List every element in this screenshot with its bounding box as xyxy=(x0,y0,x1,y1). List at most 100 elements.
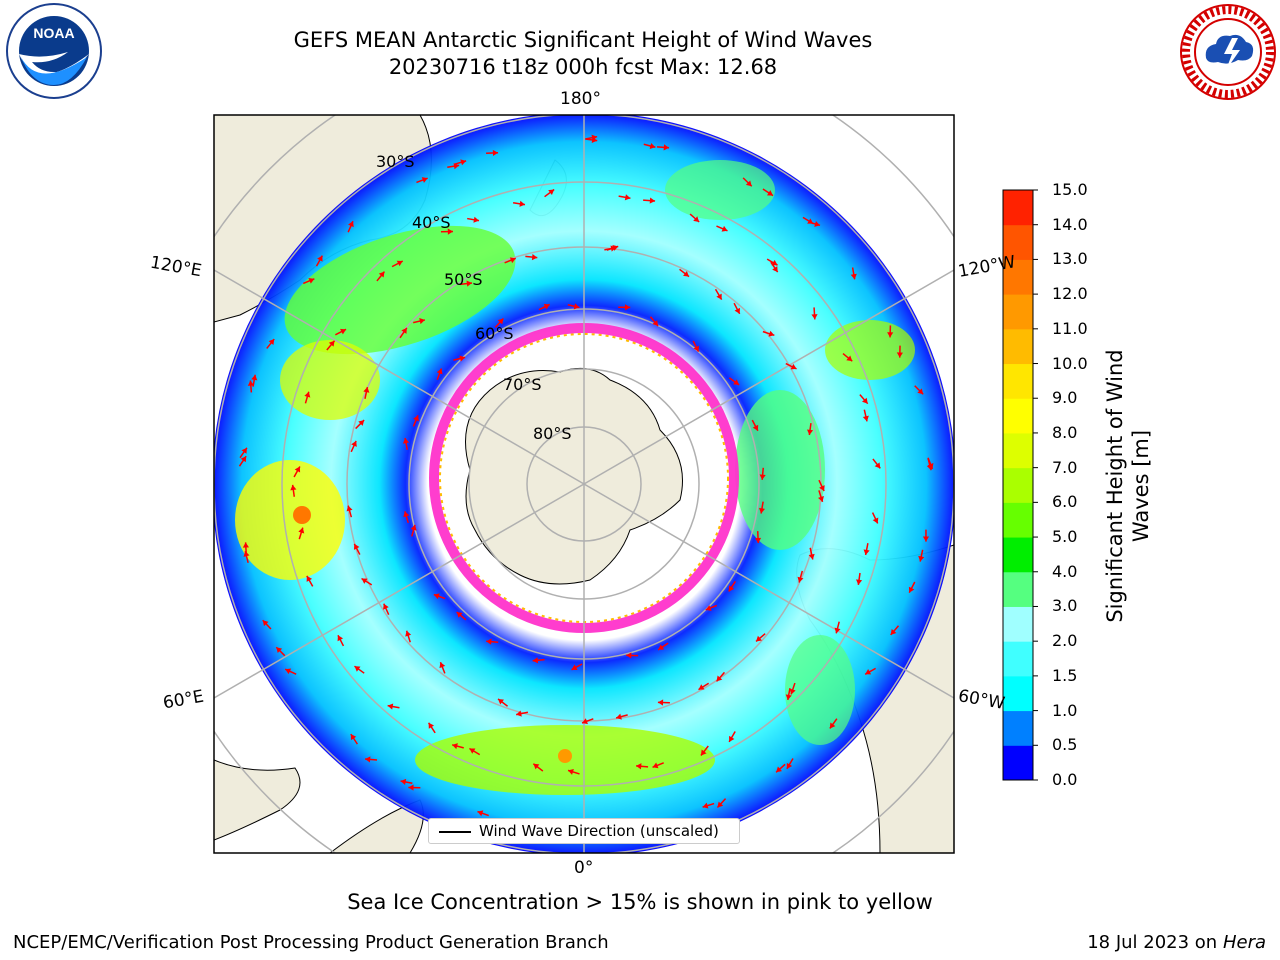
credit-left: NCEP/EMC/Verification Post Processing Pr… xyxy=(13,932,609,953)
wind-wave-arrowhead xyxy=(862,397,868,404)
wind-wave-arrowhead xyxy=(716,675,723,682)
wind-wave-arrowhead xyxy=(819,485,825,492)
colorbar-segment xyxy=(1003,502,1033,538)
lat-label-60s: 60°S xyxy=(475,324,514,343)
wind-wave-arrowhead xyxy=(509,257,516,264)
legend-label: Wind Wave Direction (unscaled) xyxy=(479,822,719,840)
wind-wave-arrowhead xyxy=(548,189,555,196)
colorbar-tick-label: 13.0 xyxy=(1052,249,1088,269)
wind-wave-arrowhead xyxy=(721,225,728,232)
wind-wave-arrowhead xyxy=(346,505,353,512)
wind-wave-arrowhead xyxy=(734,307,741,314)
wind-wave-arrowhead xyxy=(890,628,897,635)
wind-wave-arrowhead xyxy=(477,810,484,817)
wind-wave-arrowhead xyxy=(568,768,574,775)
wind-wave-arrowhead xyxy=(700,749,707,756)
wind-wave-arrowhead xyxy=(772,266,778,273)
wind-wave-arrowhead xyxy=(657,699,664,706)
wind-wave-arrowhead xyxy=(625,304,631,311)
wind-wave-arrowhead xyxy=(814,220,821,227)
colorbar-segment xyxy=(1003,571,1033,607)
wind-wave-arrowhead xyxy=(896,352,903,358)
colorbar-segment xyxy=(1003,606,1033,642)
colorbar-tick-label: 10.0 xyxy=(1052,353,1088,373)
wind-wave-arrowhead xyxy=(818,496,824,502)
wind-wave-arrowhead xyxy=(328,340,335,347)
wind-wave-arrowhead xyxy=(421,177,428,183)
colorbar-tick-label: 14.0 xyxy=(1052,214,1088,234)
wind-wave-arrowhead xyxy=(402,438,410,444)
wind-wave-arrowhead xyxy=(705,605,712,611)
wind-wave-arrowhead xyxy=(403,511,410,518)
wind-wave-arrowhead xyxy=(340,328,347,335)
wind-wave-arrowhead xyxy=(439,662,446,669)
wind-wave-arrowhead xyxy=(433,593,440,600)
wind-wave-arrowhead xyxy=(365,756,371,763)
wind-wave-arrowhead xyxy=(658,644,665,650)
wind-wave-arrowhead xyxy=(918,555,925,562)
wind-wave-arrowhead xyxy=(298,527,305,534)
noaa-logo: NOAA xyxy=(6,3,102,99)
wind-wave-arrowhead xyxy=(702,802,709,809)
chart-title: GEFS MEAN Antarctic Significant Height o… xyxy=(293,28,873,52)
wind-wave-arrowhead xyxy=(834,627,841,634)
wind-wave-arrowhead xyxy=(766,190,773,196)
wind-wave-arrowhead xyxy=(863,549,870,555)
wind-wave-arrowhead xyxy=(363,387,370,393)
colorbar-tick-label: 2.0 xyxy=(1052,631,1078,651)
wind-wave-arrowhead xyxy=(447,228,453,235)
colorbar-tick-label: 5.0 xyxy=(1052,527,1078,547)
wind-wave-arrowhead xyxy=(771,259,778,266)
wind-wave-arrowhead xyxy=(304,391,311,398)
wind-wave-arrowhead xyxy=(752,424,759,431)
wind-wave-arrowhead xyxy=(459,355,466,362)
lat-label-80s: 80°S xyxy=(533,424,572,443)
wind-wave-arrowhead xyxy=(492,149,499,157)
wind-wave-arrowhead xyxy=(262,620,269,627)
longitude-gridlines xyxy=(214,115,954,853)
wind-wave-arrowhead xyxy=(308,277,315,284)
wind-wave-arrowhead xyxy=(652,762,659,769)
wind-wave-arrowhead xyxy=(378,271,385,278)
wind-wave-arrowhead xyxy=(466,280,472,287)
wind-wave-arrowhead xyxy=(410,524,417,531)
wind-wave-arrowhead xyxy=(649,197,656,204)
wind-wave-arrowhead xyxy=(353,543,360,550)
wind-wave-arrowhead xyxy=(776,766,783,773)
wind-wave-arrowhead xyxy=(419,318,425,325)
wind-wave-arrowhead xyxy=(241,447,247,454)
wind-wave-arrowhead xyxy=(351,440,357,447)
wind-wave-arrowhead xyxy=(789,688,796,695)
wind-wave-arrowhead xyxy=(872,517,879,524)
wind-wave-arrowhead xyxy=(758,507,766,514)
wind-wave-arrowhead xyxy=(917,388,924,395)
wind-wave-arrowhead xyxy=(460,159,467,166)
wind-wave-arrowhead xyxy=(306,575,313,582)
wind-wave-arrowhead xyxy=(498,698,504,705)
nws-logo xyxy=(1180,4,1276,100)
wind-wave-arrowhead xyxy=(533,763,540,770)
wind-wave-arrowhead xyxy=(543,303,550,310)
legend-line-swatch xyxy=(439,831,471,833)
wind-wave-arrowhead xyxy=(350,734,357,741)
wind-wave-arrowhead xyxy=(497,318,504,325)
wind-wave-arrowhead xyxy=(745,180,752,187)
colorbar-tick-label: 6.0 xyxy=(1052,492,1078,512)
wave-patch-indian xyxy=(284,225,516,355)
wind-wave-arrowhead xyxy=(797,576,804,583)
chart-subtitle: 20230716 t18z 000h fcst Max: 12.68 xyxy=(388,55,778,79)
wind-wave-arrowhead xyxy=(294,466,301,473)
colorbar-segment xyxy=(1003,259,1033,295)
colorbar-tick-label: 11.0 xyxy=(1052,318,1088,338)
colorbar-segment xyxy=(1003,675,1033,712)
wind-wave-arrowhead xyxy=(728,585,735,592)
wind-wave-arrowhead xyxy=(698,684,705,690)
wind-wave-arrowhead xyxy=(571,664,578,670)
lat-label-70s: 70°S xyxy=(503,375,542,394)
wind-wave-arrowhead xyxy=(862,415,869,422)
wind-wave-arrowhead xyxy=(337,635,344,642)
wind-wave-arrowhead xyxy=(413,415,419,422)
wind-wave-arrowhead xyxy=(693,216,700,222)
map-legend: Wind Wave Direction (unscaled) xyxy=(428,818,740,844)
wave-patch-east xyxy=(825,320,915,380)
